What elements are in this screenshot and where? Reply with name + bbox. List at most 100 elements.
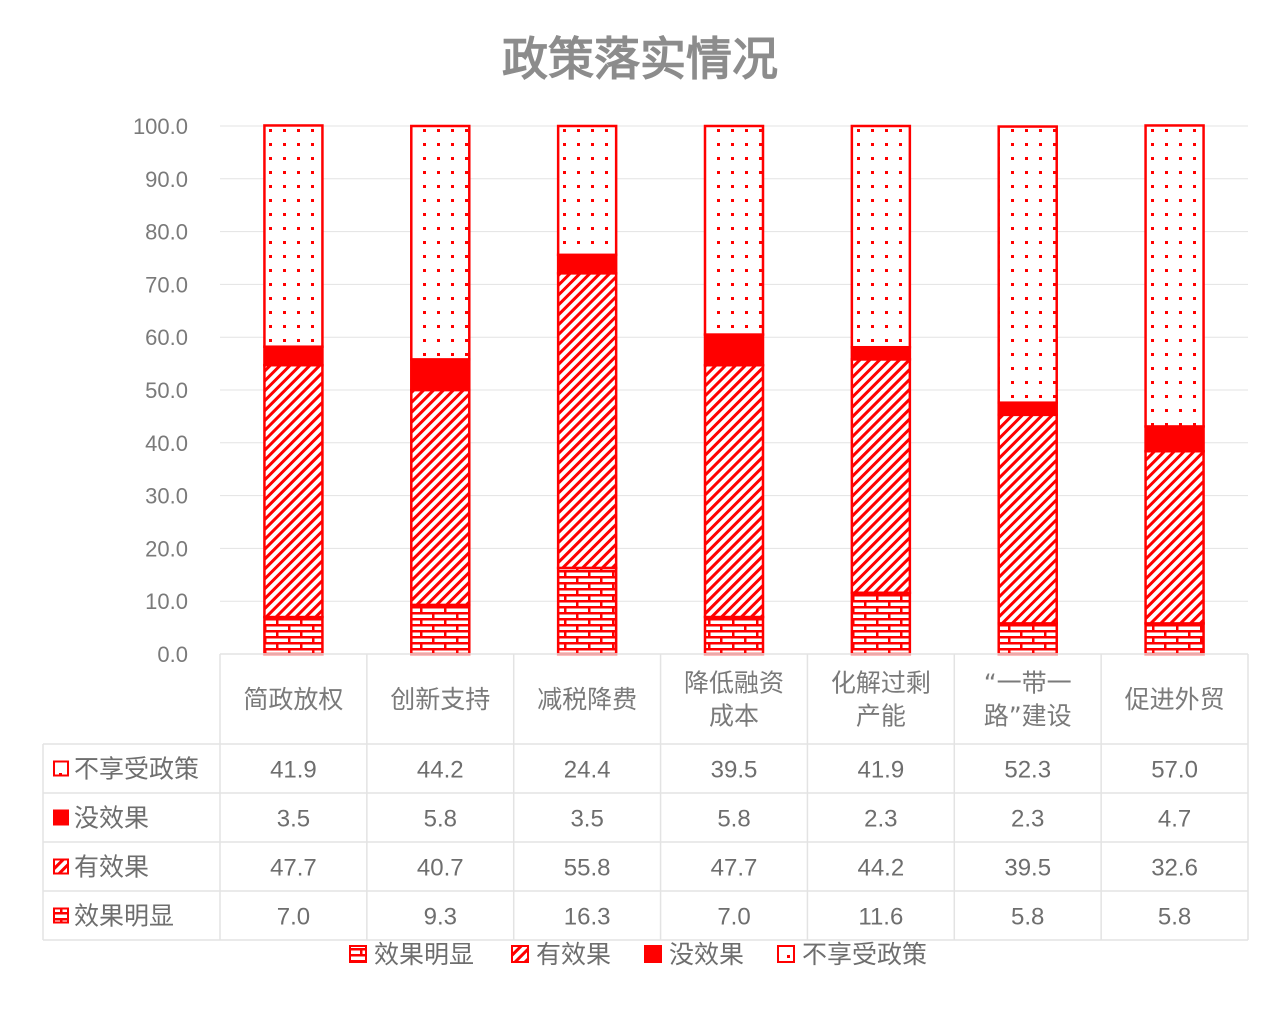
category-label: 路”建设 xyxy=(984,702,1072,731)
row-label: 没效果 xyxy=(74,804,149,833)
y-tick-label: 10.0 xyxy=(145,589,188,614)
bar-stack xyxy=(1144,124,1205,656)
table-cell: 24.4 xyxy=(564,757,611,784)
table-cell: 52.3 xyxy=(1004,757,1051,784)
bar-segment-solid xyxy=(263,345,324,367)
table-cell: 2.3 xyxy=(864,806,897,833)
bar-segment-brick xyxy=(1144,622,1205,656)
bar-segment-dots xyxy=(850,124,912,349)
category-label: “一带一 xyxy=(984,669,1072,698)
legend-item: 没效果 xyxy=(644,940,744,969)
bar-segment-hatch xyxy=(703,363,765,619)
y-tick-label: 80.0 xyxy=(145,220,188,245)
bar-segment-brick xyxy=(263,615,324,656)
legend-key-brick xyxy=(349,945,367,963)
table-cell: 3.5 xyxy=(570,806,603,833)
category-label: 创新支持 xyxy=(390,685,490,714)
legend-label: 有效果 xyxy=(536,940,611,969)
table-cell: 7.0 xyxy=(717,904,750,931)
bar-segment-brick xyxy=(850,591,912,656)
table-cell: 44.2 xyxy=(417,757,464,784)
bar-segment-dots xyxy=(703,124,765,336)
y-tick-label: 90.0 xyxy=(145,167,188,192)
y-tick-label: 70.0 xyxy=(145,272,188,297)
legend-item: 效果明显 xyxy=(349,940,474,969)
bar-stack xyxy=(556,124,618,656)
bar-stack xyxy=(263,124,324,656)
bar-segment-solid xyxy=(556,253,618,275)
bar-segment-brick xyxy=(703,615,765,656)
row-legend-key-brick xyxy=(53,907,69,924)
bar-segment-brick xyxy=(997,622,1058,656)
bar-segment-hatch xyxy=(410,388,471,607)
table-cell: 5.8 xyxy=(424,806,457,833)
bar-segment-hatch xyxy=(997,413,1058,625)
table-cell: 5.8 xyxy=(717,806,750,833)
category-label: 成本 xyxy=(709,702,759,731)
table-cell: 5.8 xyxy=(1158,904,1191,931)
y-tick-label: 50.0 xyxy=(145,378,188,403)
bar-segment-hatch xyxy=(556,272,618,570)
bar-segment-hatch xyxy=(1144,449,1205,625)
table-cell: 44.2 xyxy=(857,855,904,882)
bar-segment-hatch xyxy=(263,363,324,619)
bar-segment-dots xyxy=(263,124,324,348)
category-label: 减税降费 xyxy=(537,685,637,714)
bar-segment-dots xyxy=(997,125,1058,404)
table-cell: 3.5 xyxy=(277,806,310,833)
category-label: 产能 xyxy=(856,702,906,731)
row-label: 有效果 xyxy=(74,853,149,882)
table-cell: 39.5 xyxy=(1004,855,1051,882)
table-cell: 41.9 xyxy=(857,757,904,784)
bar-segment-solid xyxy=(703,333,765,367)
bar-segment-solid xyxy=(1144,425,1205,453)
bars xyxy=(263,124,1205,656)
bar-segment-dots xyxy=(410,124,471,361)
legend-item: 不享受政策 xyxy=(777,940,927,969)
table-cell: 47.7 xyxy=(270,855,317,882)
table-cell: 7.0 xyxy=(277,904,310,931)
legend-key-hatch xyxy=(511,945,529,963)
category-label: 简政放权 xyxy=(243,685,343,714)
table-cell: 41.9 xyxy=(270,757,317,784)
legend-label: 效果明显 xyxy=(374,940,474,969)
bar-segment-brick xyxy=(410,603,471,656)
legend-label: 没效果 xyxy=(669,940,744,969)
table-cell: 55.8 xyxy=(564,855,611,882)
bar-segment-brick xyxy=(556,566,618,656)
category-label: 降低融资 xyxy=(684,669,784,698)
category-label: 化解过剩 xyxy=(831,669,931,698)
y-tick-label: 60.0 xyxy=(145,325,188,350)
y-tick-label: 0.0 xyxy=(157,642,188,667)
table-cell: 39.5 xyxy=(711,757,758,784)
y-axis-ticks: 0.0 10.0 20.0 30.0 40.0 50.0 60.0 70.0 80.0 90.0 1… xyxy=(133,114,188,667)
category-label: 促进外贸 xyxy=(1125,685,1225,714)
table-cell: 32.6 xyxy=(1151,855,1198,882)
y-tick-label: 40.0 xyxy=(145,431,188,456)
bar-segment-solid xyxy=(850,345,912,361)
bar-stack xyxy=(410,124,471,656)
table-cell: 16.3 xyxy=(564,904,611,931)
y-tick-label: 100.0 xyxy=(133,114,188,139)
legend-item: 有效果 xyxy=(511,940,611,969)
table-cell: 4.7 xyxy=(1158,806,1191,833)
bar-stack xyxy=(703,124,765,656)
y-tick-label: 30.0 xyxy=(145,484,188,509)
table-cell: 11.6 xyxy=(858,904,903,931)
bar-stack xyxy=(850,124,912,656)
table-cell: 47.7 xyxy=(711,855,758,882)
legend-key-dots xyxy=(777,945,795,963)
chart-title: 政策落实情况 xyxy=(502,32,778,86)
table-cell: 57.0 xyxy=(1151,757,1198,784)
table-cell: 40.7 xyxy=(417,855,464,882)
table-cell: 5.8 xyxy=(1011,904,1044,931)
bar-segment-dots xyxy=(1144,124,1205,428)
table-cell: 2.3 xyxy=(1011,806,1044,833)
legend: 效果明显 有效果 没效果 不享受政策 xyxy=(349,940,927,969)
legend-label: 不享受政策 xyxy=(802,940,927,969)
legend-key-solid xyxy=(644,945,662,963)
y-tick-label: 20.0 xyxy=(145,536,188,561)
